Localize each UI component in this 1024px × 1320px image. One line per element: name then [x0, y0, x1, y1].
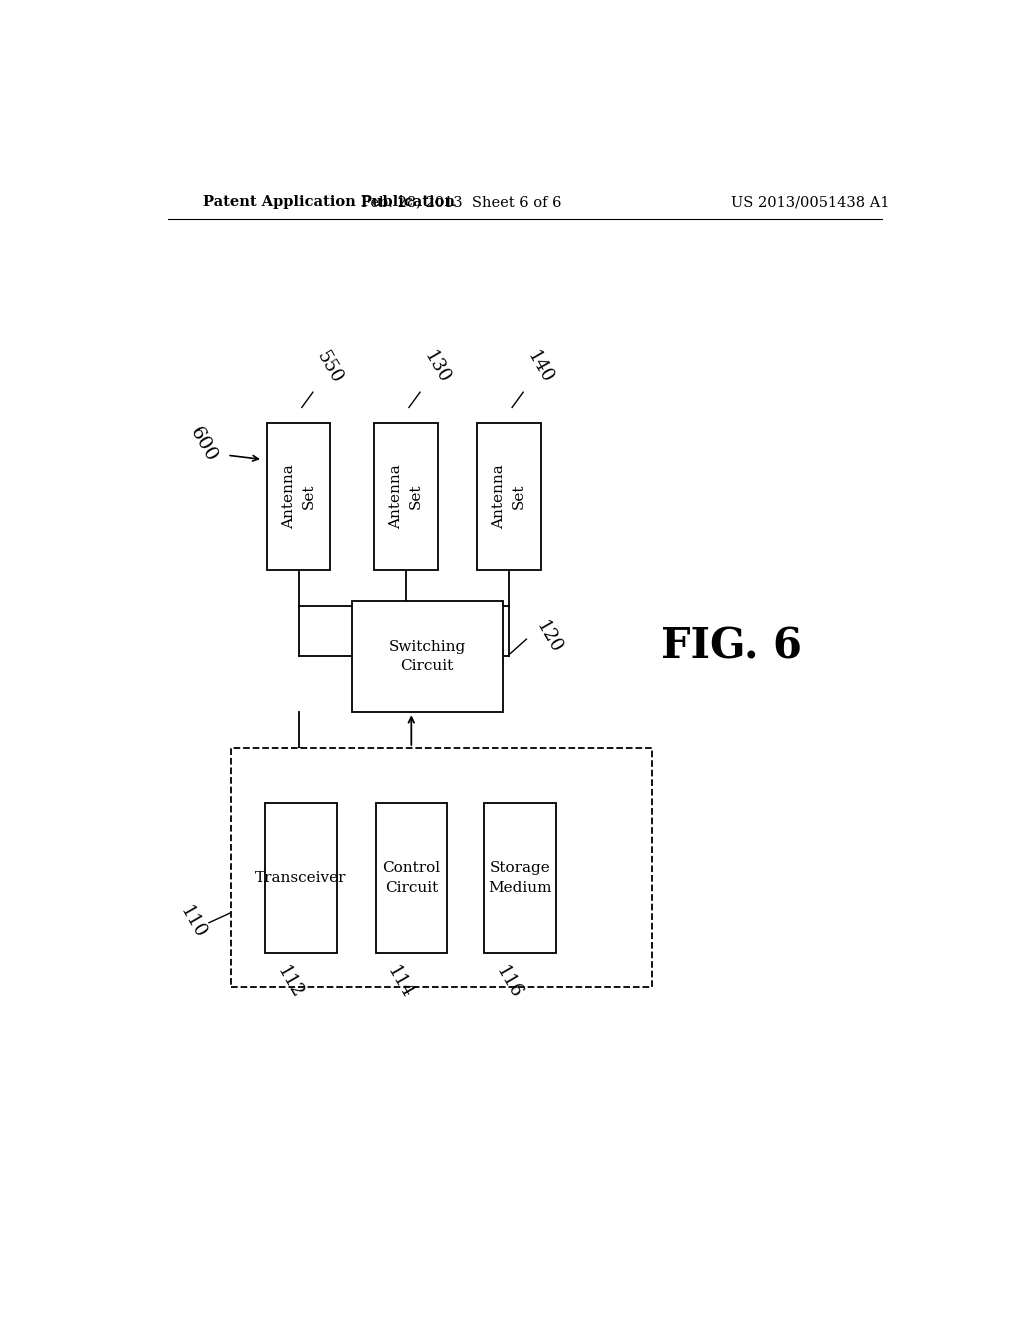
Bar: [267, 422, 331, 570]
Text: FIG. 6: FIG. 6: [660, 626, 802, 668]
Text: Antenna
Set: Antenna Set: [282, 463, 315, 529]
Text: US 2013/0051438 A1: US 2013/0051438 A1: [731, 195, 890, 209]
Text: 110: 110: [177, 903, 210, 942]
Text: 112: 112: [273, 964, 306, 1002]
Text: 600: 600: [186, 425, 220, 466]
Text: 130: 130: [420, 348, 453, 387]
Bar: [352, 601, 503, 713]
Text: 114: 114: [384, 964, 417, 1002]
Text: Storage
Medium: Storage Medium: [488, 861, 552, 895]
Text: 120: 120: [532, 618, 565, 656]
Text: Antenna
Set: Antenna Set: [493, 463, 525, 529]
Text: Patent Application Publication: Patent Application Publication: [204, 195, 456, 209]
Text: 550: 550: [313, 348, 346, 387]
Bar: [477, 422, 541, 570]
Text: Antenna
Set: Antenna Set: [389, 463, 423, 529]
Text: Transceiver: Transceiver: [255, 871, 347, 884]
Bar: [376, 803, 447, 953]
Text: 140: 140: [523, 348, 556, 387]
Text: Switching
Circuit: Switching Circuit: [388, 640, 466, 673]
Text: Feb. 28, 2013  Sheet 6 of 6: Feb. 28, 2013 Sheet 6 of 6: [361, 195, 561, 209]
Bar: [484, 803, 556, 953]
Bar: [374, 422, 437, 570]
Bar: [231, 748, 652, 987]
Bar: [265, 803, 337, 953]
Text: 116: 116: [493, 964, 525, 1002]
Text: Control
Circuit: Control Circuit: [382, 861, 440, 895]
